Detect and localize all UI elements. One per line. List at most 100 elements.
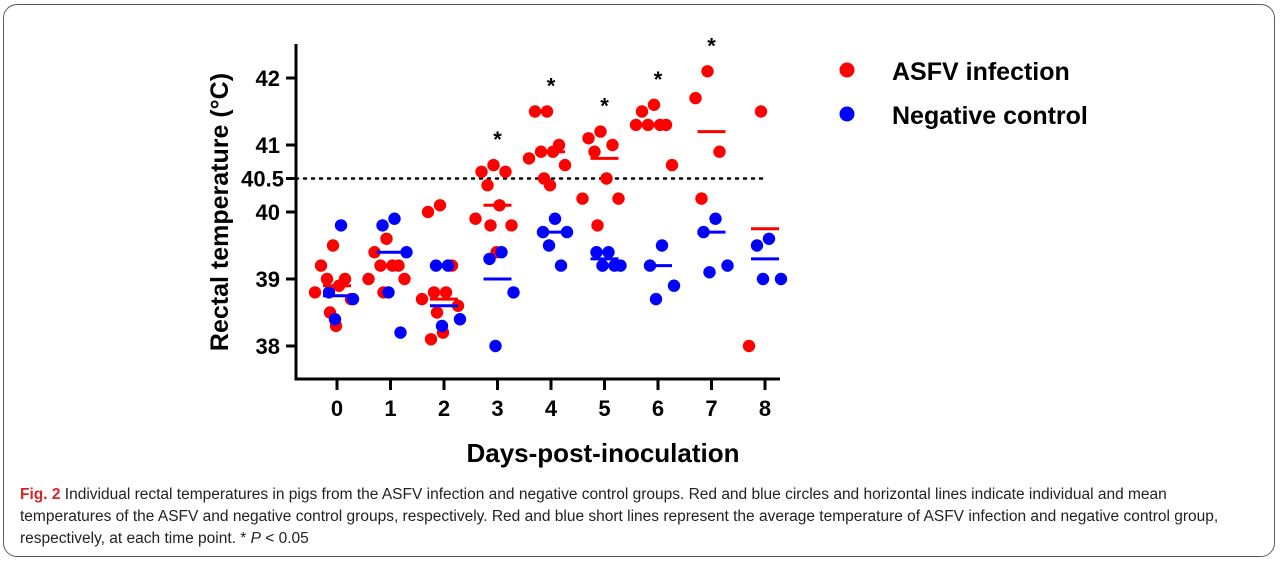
legend-label-control: Negative control [892, 102, 1088, 130]
data-point-asfv [481, 179, 494, 192]
data-point-control [441, 259, 455, 272]
data-point-asfv [612, 192, 625, 205]
data-point-control [453, 313, 467, 326]
y-tick-label: 38 [256, 334, 280, 359]
x-tick-label: 2 [438, 396, 450, 421]
chart: * * * * * 38 39 40 41 42 40.5 0 1 2 3 4 5 6 7 8 Days-post-i… [206, 33, 1088, 468]
data-point-asfv [594, 125, 607, 138]
data-point-control [596, 259, 609, 272]
data-point-asfv [484, 219, 497, 232]
data-point-asfv [635, 105, 649, 118]
data-point-asfv [665, 158, 679, 172]
x-tick-label: 8 [759, 396, 771, 421]
x-tick-label: 4 [545, 396, 558, 421]
significance-star: * [600, 94, 609, 119]
data-point-asfv [475, 165, 488, 178]
threshold-label: 40.5 [241, 167, 284, 192]
y-tick-label: 39 [256, 267, 280, 292]
figure-label: Fig. 2 [20, 486, 61, 503]
data-point-control [560, 225, 574, 239]
data-point-asfv [606, 138, 619, 152]
data-point-asfv [713, 145, 726, 158]
data-point-control [602, 246, 615, 259]
data-point-control [774, 272, 788, 286]
data-point-control [703, 266, 716, 279]
data-point-asfv [368, 246, 381, 259]
data-point-control [376, 219, 389, 232]
data-point-control [328, 313, 342, 326]
data-point-asfv [433, 199, 447, 212]
data-point-asfv [308, 286, 322, 299]
data-point-asfv [415, 292, 429, 306]
data-point-asfv [591, 219, 604, 232]
data-point-control [435, 319, 449, 333]
data-point-control [388, 212, 401, 225]
data-point-control [489, 339, 502, 353]
legend-marker-asfv [839, 62, 855, 78]
significance-star: * [654, 67, 663, 92]
data-point-control [394, 326, 407, 339]
data-point-asfv [600, 172, 613, 185]
legend-label-asfv: ASFV infection [892, 58, 1070, 86]
data-point-control [655, 239, 669, 252]
x-tick-label: 0 [331, 396, 343, 421]
data-point-control [721, 259, 734, 272]
x-tick-label: 5 [598, 396, 610, 421]
data-point-asfv [424, 333, 438, 346]
data-point-control [507, 286, 520, 299]
significance-star: * [707, 33, 716, 58]
figure-frame [3, 4, 1275, 557]
significance-star: * [493, 127, 502, 152]
data-point-asfv [499, 165, 512, 178]
data-point-control [400, 246, 413, 259]
data-point-asfv [528, 105, 542, 118]
y-tick-label: 41 [256, 133, 280, 158]
data-point-control [590, 246, 603, 259]
y-tick-label: 42 [256, 66, 280, 91]
data-point-asfv [629, 118, 643, 132]
data-point-asfv [439, 286, 453, 299]
significance-star: * [547, 74, 556, 99]
caption-p-value: < 0.05 [260, 530, 309, 547]
x-tick-label: 6 [652, 396, 664, 421]
data-point-control [495, 246, 508, 259]
data-point-asfv [427, 286, 441, 299]
data-point-asfv [647, 98, 661, 112]
data-point-asfv [421, 205, 435, 219]
data-point-control [762, 232, 776, 245]
data-point-asfv [430, 306, 444, 319]
data-point-asfv [689, 91, 702, 105]
caption-p-symbol: P [250, 530, 261, 547]
figure-caption: Fig. 2 Individual rectal temperatures in… [20, 484, 1260, 550]
caption-text: Individual rectal temperatures in pigs f… [20, 486, 1219, 547]
data-point-control [334, 219, 348, 232]
data-point-asfv [380, 232, 393, 245]
data-point-asfv [754, 105, 768, 118]
y-tick-label: 40 [256, 200, 280, 225]
data-point-control [649, 292, 663, 306]
data-point-asfv [505, 219, 518, 232]
x-tick-label: 3 [491, 396, 503, 421]
data-point-asfv [314, 259, 328, 272]
data-point-control [542, 239, 556, 252]
data-point-asfv [588, 145, 601, 158]
x-tick-label: 7 [705, 396, 717, 421]
data-point-asfv [558, 158, 572, 172]
data-point-control [548, 212, 562, 225]
data-point-asfv [695, 192, 708, 205]
data-point-control [667, 279, 681, 292]
data-point-control [554, 259, 568, 272]
data-point-asfv [701, 65, 714, 78]
y-axis-title: Rectal temperature (°C) [206, 73, 234, 351]
data-point-asfv [522, 152, 536, 165]
x-tick-label: 1 [384, 396, 396, 421]
data-point-control [608, 259, 621, 272]
data-point-control [483, 252, 496, 266]
legend-marker-control [839, 106, 855, 122]
data-point-control [429, 259, 443, 272]
data-point-asfv [320, 272, 334, 286]
data-point-asfv [742, 339, 756, 353]
data-point-asfv [582, 132, 595, 145]
x-axis-title: Days-post-inoculation [466, 438, 739, 468]
data-point-control [382, 286, 395, 299]
